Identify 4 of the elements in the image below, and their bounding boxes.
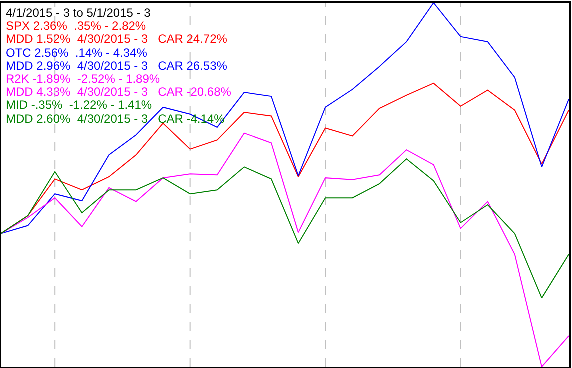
chart-title: 4/1/2015 - 3 to 5/1/2015 - 3 bbox=[6, 6, 152, 20]
text: R2K -1.89% -2.52% - 1.89% MDD 4.33% 4/30/2015 - 3 CAR -20.68% bbox=[6, 72, 232, 99]
text: OTC 2.56% .14% - 4.34% MDD 2.96% 4/30/2015 - 3 CAR 26.53% bbox=[6, 46, 228, 73]
text: SPX 2.36% .35% - 2.82% MDD 1.52% 4/30/2015 - 3 CAR 24.72% bbox=[6, 19, 228, 46]
